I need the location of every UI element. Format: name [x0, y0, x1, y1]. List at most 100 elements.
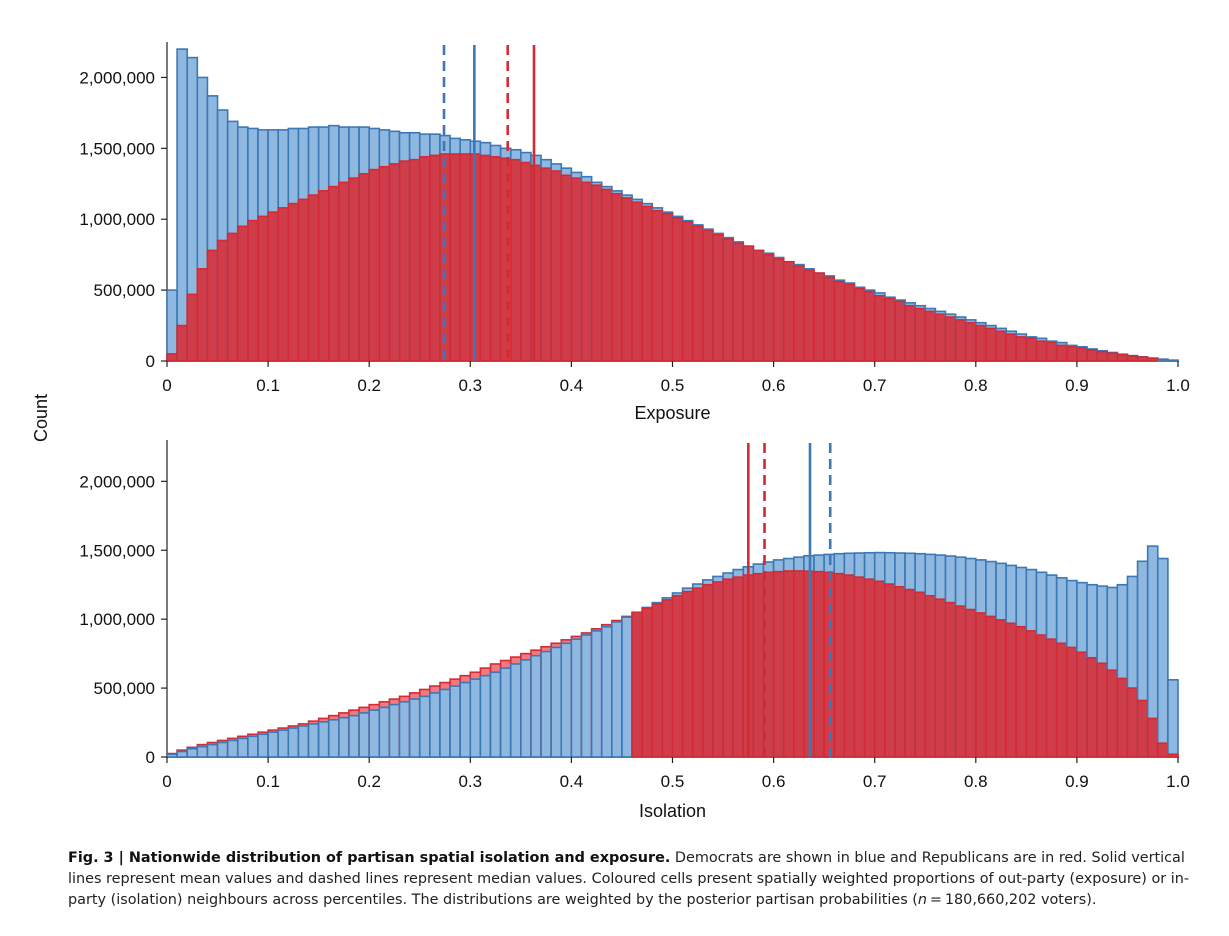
exposure-bar-rep: [651, 209, 664, 362]
exposure-bar-rep: [166, 353, 178, 362]
exposure-bar-rep: [1045, 341, 1058, 362]
isolation-bar-dem: [287, 727, 300, 758]
y-tick-label: 1,000,000: [79, 610, 155, 629]
isolation-bar-rep: [1126, 687, 1139, 758]
exposure-bar-rep: [1146, 357, 1159, 362]
caption-label: Fig. 3 | Nationwide distribution of part…: [68, 850, 671, 866]
exposure-bar-rep: [762, 253, 775, 362]
isolation-bar-rep: [752, 572, 765, 758]
y-tick-label: 2,000,000: [79, 472, 155, 491]
isolation-bar-dem: [166, 753, 178, 758]
x-tick-label: 0.6: [762, 376, 786, 395]
exposure-bar-rep: [378, 165, 391, 362]
isolation-bar-rep: [762, 571, 775, 758]
x-tick-label: 0: [162, 376, 171, 395]
x-tick-label: 0.2: [357, 772, 381, 791]
exposure-bar-rep: [287, 202, 300, 362]
isolation-bar-rep: [772, 570, 785, 758]
exposure-bar-rep: [338, 181, 350, 362]
x-tick-label: 0.4: [560, 376, 584, 395]
exposure-bar-rep: [661, 212, 674, 362]
isolation-bar-rep: [985, 615, 997, 758]
isolation-bar-rep: [934, 598, 947, 758]
exposure-bar-rep: [752, 249, 765, 362]
exposure-bar-rep: [1106, 352, 1119, 362]
exposure-bars: [166, 48, 1179, 362]
exposure-bar-rep: [479, 154, 492, 362]
isolation-bar-rep: [631, 611, 643, 758]
x-tick-label: 0.4: [560, 772, 584, 791]
isolation-bar-dem: [257, 733, 269, 758]
isolation-bar-dem: [206, 743, 219, 758]
isolation-bar-rep: [1146, 717, 1159, 758]
isolation-bar-rep: [954, 605, 967, 758]
isolation-bar-dem: [307, 723, 320, 758]
isolation-bar-rep: [651, 603, 664, 758]
figure: Count 0 500,000 1,000,000 1,500,000 2,000,00…: [31, 42, 1190, 821]
exposure-bar-rep: [813, 272, 825, 362]
isolation-bar-rep: [995, 619, 1007, 758]
isolation-bar-dem: [236, 737, 249, 758]
x-tick-label: 0.5: [661, 376, 685, 395]
exposure-bar-rep: [418, 156, 431, 362]
x-tick-label: 0.5: [661, 772, 685, 791]
isolation-bar-dem: [520, 659, 532, 758]
isolation-bar-rep: [1035, 634, 1048, 758]
isolation-bar-dem: [590, 630, 603, 758]
isolation-bar-rep: [732, 576, 745, 758]
exposure-bar-rep: [408, 158, 421, 362]
isolation-bar-dem: [439, 688, 451, 758]
x-tick-label: 0.7: [863, 772, 887, 791]
exposure-bar-rep: [550, 170, 563, 362]
exposure-bar-rep: [671, 217, 684, 362]
exposure-bar-rep: [782, 260, 795, 362]
isolation-bar-rep: [641, 607, 654, 758]
isolation-bar-dem: [560, 642, 573, 758]
isolation-bar-rep: [722, 578, 734, 758]
exposure-bar-rep: [560, 174, 573, 362]
exposure-bar-rep: [1096, 350, 1109, 362]
exposure-bar-rep: [793, 265, 805, 362]
isolation-bar-rep: [1086, 656, 1098, 758]
isolation-bar-rep: [863, 578, 876, 758]
y-tick-label: 1,000,000: [79, 210, 155, 229]
isolation-bar-dem: [550, 646, 563, 758]
exposure-bar-rep: [186, 293, 199, 362]
x-tick-label: 0.3: [458, 376, 482, 395]
exposure-bar-rep: [954, 319, 967, 362]
isolation-bar-rep: [782, 570, 795, 758]
exposure-bar-rep: [974, 324, 987, 362]
isolation-bar-rep: [1106, 669, 1119, 758]
isolation-bar-rep: [712, 581, 724, 758]
exposure-bar-rep: [196, 268, 209, 362]
exposure-bar-rep: [449, 153, 461, 362]
isolation-bar-dem: [408, 698, 421, 758]
exposure-bar-rep: [509, 158, 522, 362]
isolation-bar-rep: [823, 571, 836, 758]
exposure-bar-rep: [348, 177, 360, 362]
isolation-bar-dem: [418, 695, 431, 758]
isolation-bar-dem: [621, 616, 633, 758]
exposure-bar-rep: [944, 316, 957, 362]
caption-text-1: Democrats are shown in blue and Republic…: [68, 850, 1190, 908]
isolation-panel: 0 500,000 1,000,000 1,500,000 2,000,000 0 0.1 0…: [79, 440, 1190, 821]
y-tick-label: 0: [146, 748, 155, 767]
exposure-bar-rep: [934, 313, 947, 362]
isolation-bar-dem: [358, 712, 370, 758]
exposure-bar-rep: [894, 300, 906, 362]
isolation-bar-dem: [580, 634, 593, 758]
exposure-bar-rep: [985, 327, 997, 362]
exposure-bar-rep: [358, 173, 370, 362]
exposure-bar-rep: [520, 161, 532, 362]
x-tick-label: 0.3: [458, 772, 482, 791]
isolation-bar-dem: [327, 718, 340, 758]
isolation-bar-rep: [1096, 662, 1109, 758]
exposure-bar-rep: [226, 232, 239, 362]
exposure-bar-rep: [398, 160, 411, 362]
exposure-bar-rep: [853, 287, 866, 362]
isolation-bar-dem: [348, 714, 360, 758]
isolation-bar-rep: [671, 594, 684, 758]
isolation-bar-dem: [469, 678, 482, 758]
exposure-bar-rep: [1086, 349, 1098, 362]
exposure-bar-rep: [327, 185, 340, 362]
